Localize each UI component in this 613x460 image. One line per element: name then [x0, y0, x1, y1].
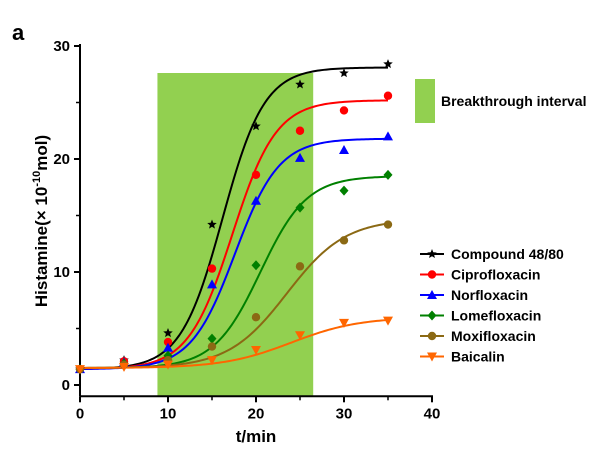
y-axis-title-suffix: mol)	[32, 135, 51, 171]
legend-label-4: Lomefloxacin	[451, 308, 541, 324]
breakthrough-band	[157, 73, 314, 397]
data-point-series-2	[251, 170, 261, 180]
legend-label-2: Ciprofloxacin	[451, 267, 540, 283]
data-point-series-2	[163, 337, 173, 347]
y-tick-label: 20	[53, 151, 70, 168]
x-tick-label: 0	[76, 405, 84, 422]
data-point-series-6	[207, 356, 217, 366]
data-point-series-3	[383, 131, 393, 141]
x-tick-label: 20	[248, 405, 265, 422]
y-axis-title-exponent: -10	[31, 171, 43, 187]
data-point-series-1	[251, 121, 261, 131]
data-point-series-6	[383, 316, 393, 326]
legend-label-5: Moxifloxacin	[451, 328, 536, 344]
data-point-series-1	[295, 79, 305, 89]
data-point-series-4	[339, 185, 349, 196]
y-tick-label: 30	[53, 38, 70, 55]
data-point-series-6	[251, 345, 261, 355]
data-point-series-2	[207, 264, 217, 273]
data-point-series-2	[295, 126, 305, 135]
fit-curves	[79, 66, 389, 370]
data-point-series-5	[339, 236, 349, 245]
x-tick-label: 40	[424, 405, 441, 422]
data-point-series-4	[295, 202, 305, 213]
data-markers	[75, 59, 393, 375]
legend-label-6: Baicalin	[451, 349, 505, 365]
legend-label-1: Compound 48/80	[451, 246, 564, 262]
data-point-series-1	[339, 68, 349, 78]
data-point-series-4	[207, 333, 217, 344]
data-point-series-2	[339, 106, 349, 115]
data-point-series-1	[207, 219, 217, 229]
band-legend-label: Breakthrough interval	[441, 93, 586, 109]
data-point-series-5	[207, 342, 217, 351]
legend-marker-6	[427, 352, 437, 362]
legend-marker-3	[427, 290, 437, 299]
panel-label: a	[12, 20, 25, 45]
data-point-series-5	[295, 262, 305, 271]
data-point-series-6	[339, 318, 349, 328]
data-point-series-6	[75, 365, 85, 375]
data-point-series-3	[339, 144, 349, 154]
legend-marker-1	[427, 249, 437, 259]
x-tick-label: 10	[160, 405, 177, 422]
x-tick-label: 30	[336, 405, 353, 422]
band-layer: Breakthrough interval	[157, 73, 586, 397]
fit-curve-series-6	[79, 318, 389, 369]
legend-marker-4	[427, 310, 437, 321]
y-axis-title-prefix: Histamine(× 10	[32, 187, 51, 307]
data-point-series-5	[383, 220, 393, 229]
legend-label-3: Norfloxacin	[451, 287, 528, 303]
fit-curve-series-1	[79, 66, 389, 370]
legend-marker-5	[427, 331, 437, 341]
data-point-series-4	[251, 260, 261, 271]
legend-marker-2	[427, 270, 437, 279]
data-point-series-2	[383, 91, 393, 100]
data-point-series-3	[207, 279, 217, 289]
legend: Compound 48/80 Ciprofloxacin Norfloxacin Lo…	[420, 246, 564, 365]
data-point-series-3	[163, 342, 173, 352]
y-axis-title: Histamine(× 10-10mol)	[31, 135, 51, 307]
data-point-series-1	[163, 328, 173, 338]
data-point-series-3	[295, 152, 305, 162]
data-point-series-5	[251, 313, 261, 322]
data-point-series-6	[295, 331, 305, 341]
data-point-series-3	[251, 195, 261, 205]
y-tick-label: 0	[62, 377, 70, 394]
data-point-series-6	[163, 360, 173, 370]
data-point-series-4	[383, 169, 393, 180]
data-point-series-6	[119, 362, 129, 372]
y-tick-label: 10	[53, 264, 70, 281]
axes: 0 10 20 30 40 0 10 20 30	[53, 38, 440, 422]
x-axis-title: t/min	[236, 427, 277, 446]
band-legend-swatch	[415, 79, 435, 123]
data-point-series-1	[383, 59, 393, 69]
